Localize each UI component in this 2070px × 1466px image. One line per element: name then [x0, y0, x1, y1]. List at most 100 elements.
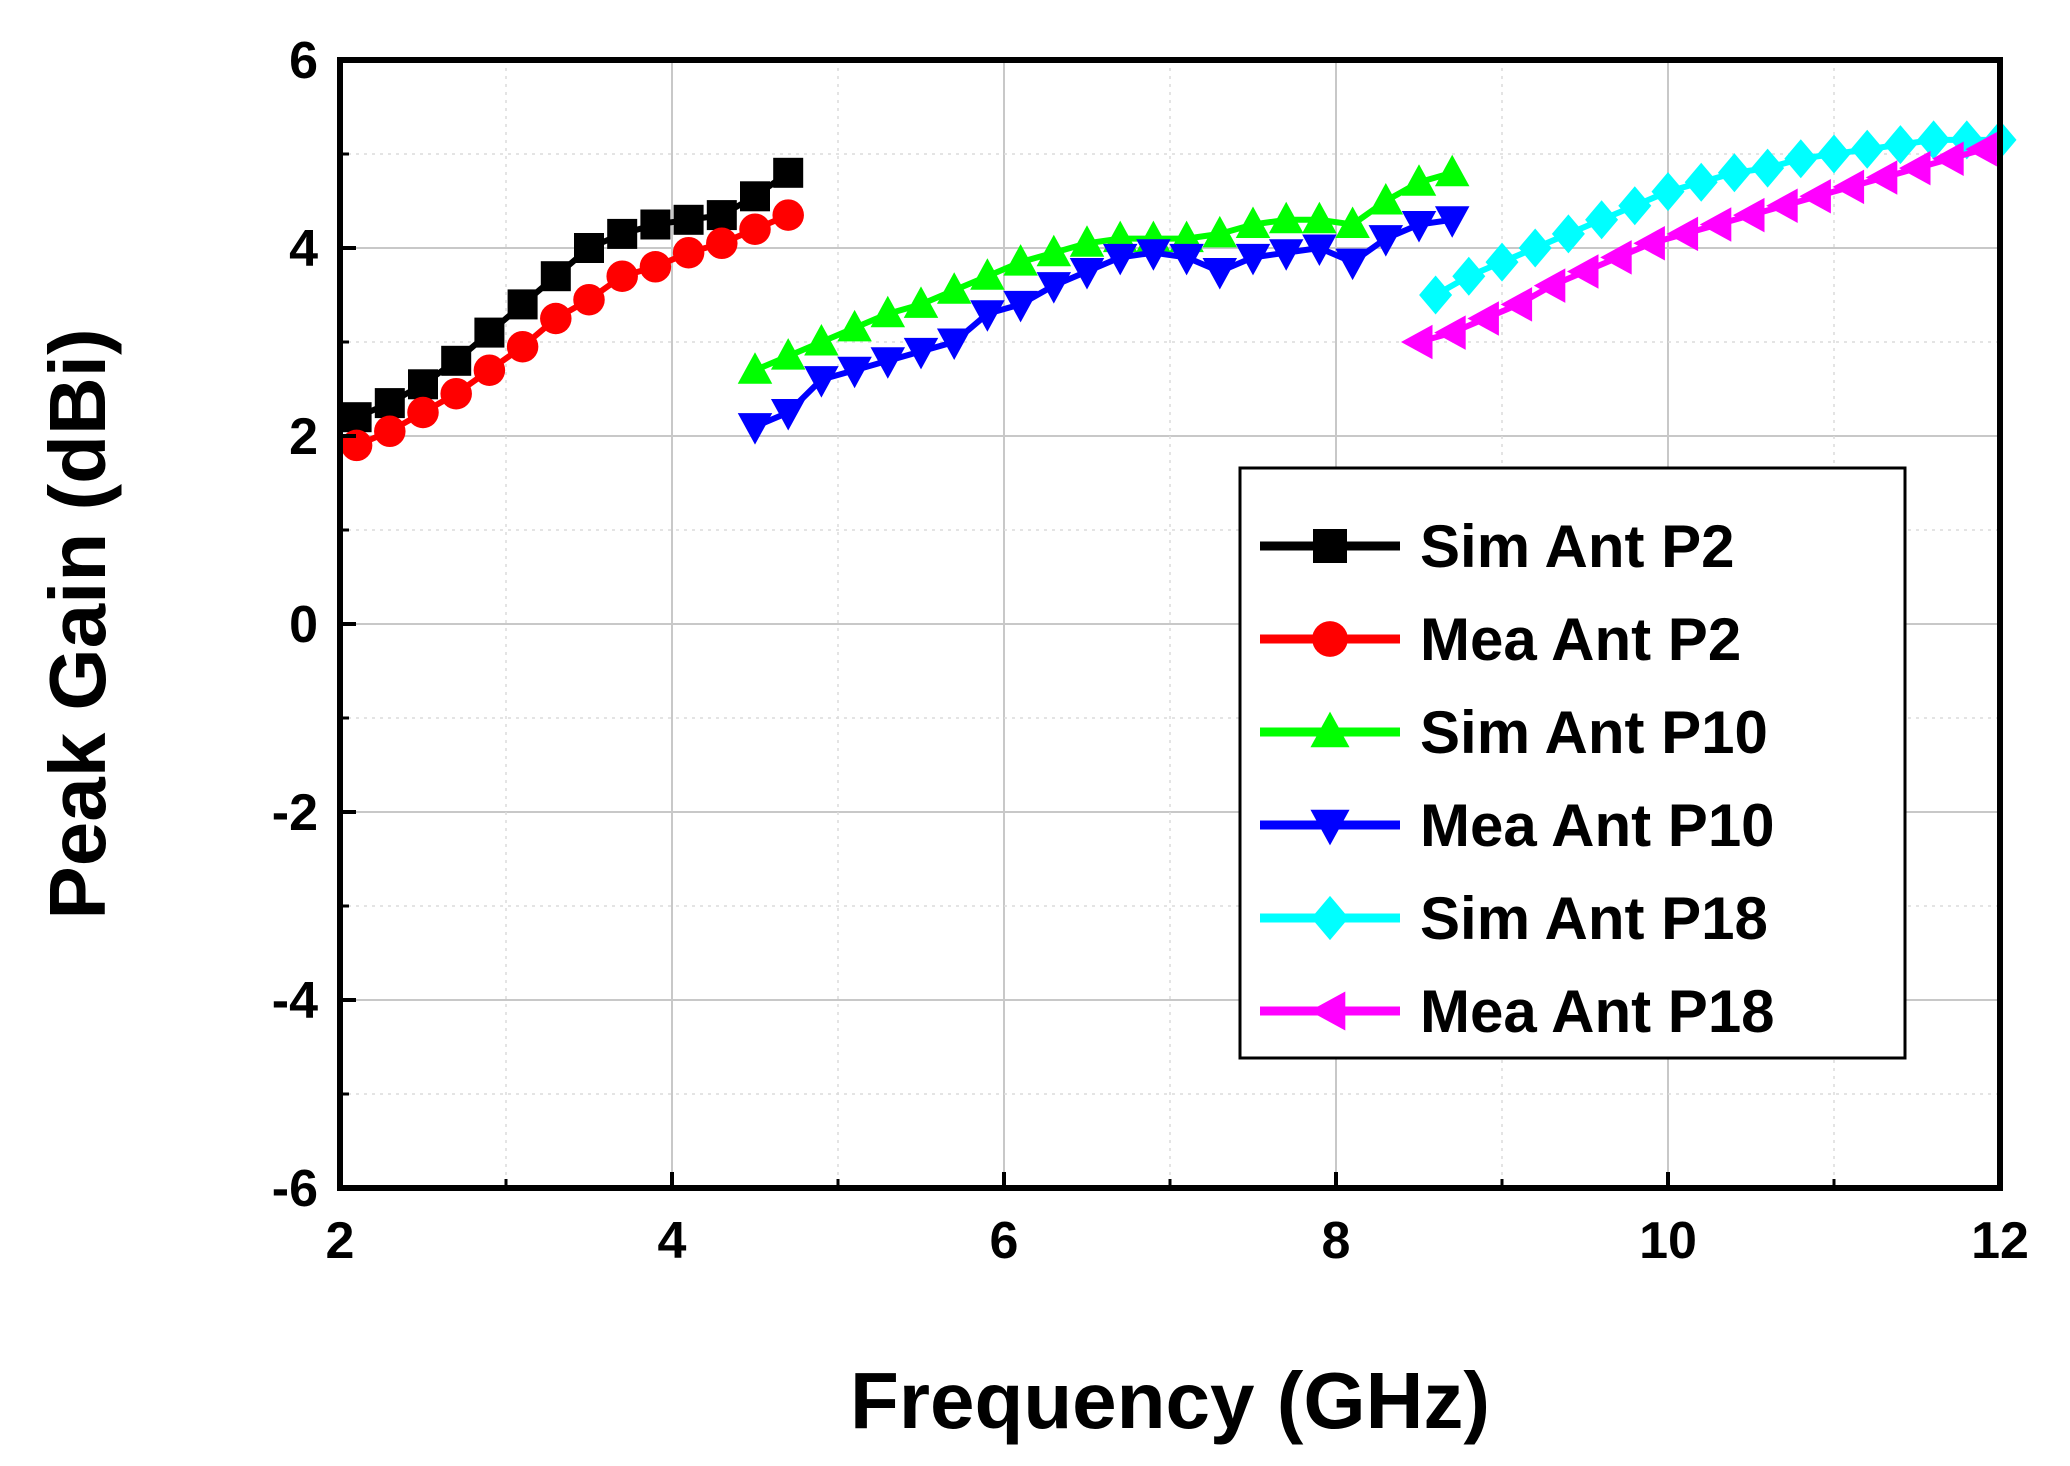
- data-point: [1036, 234, 1072, 267]
- data-point: [770, 338, 806, 370]
- y-tick-label: 6: [289, 32, 318, 90]
- data-point: [804, 324, 839, 356]
- data-point: [1335, 248, 1370, 281]
- legend-label: Mea Ant P18: [1420, 978, 1775, 1045]
- series-line: [753, 169, 1454, 373]
- data-point: [1684, 162, 1718, 202]
- data-point: [1651, 172, 1685, 212]
- x-tick-label: 4: [658, 1212, 687, 1270]
- data-point: [407, 396, 439, 429]
- data-point: [1202, 258, 1238, 290]
- data-point: [1751, 148, 1785, 188]
- data-point: [573, 283, 605, 316]
- legend-marker: [1310, 711, 1350, 748]
- data-point: [408, 369, 438, 400]
- data-point: [737, 352, 773, 384]
- data-point: [770, 399, 806, 431]
- data-point: [441, 345, 472, 376]
- legend: Sim Ant P2 Mea Ant P2 Sim Ant P10 Mea Ant P…: [1238, 466, 1907, 1060]
- data-point: [1850, 129, 1884, 169]
- legend-marker: [1310, 809, 1350, 846]
- data-point: [574, 233, 604, 263]
- data-point: [870, 347, 906, 379]
- data-point: [1202, 215, 1238, 248]
- data-point: [1784, 139, 1818, 179]
- y-tick-label: 2: [289, 408, 318, 466]
- data-point: [1102, 243, 1138, 276]
- y-tick-label: -6: [272, 1160, 318, 1218]
- data-point: [1618, 186, 1652, 226]
- data-point: [1917, 120, 1951, 160]
- data-point: [1766, 188, 1798, 223]
- data-point: [1036, 272, 1072, 304]
- x-tick-label: 2: [326, 1212, 355, 1270]
- data-point: [903, 337, 939, 370]
- data-point: [1302, 234, 1337, 266]
- legend-box: [1238, 466, 1907, 1060]
- data-point: [1717, 153, 1751, 193]
- data-point: [374, 415, 406, 448]
- series-mea-ant-p18: [1401, 132, 1997, 360]
- data-point: [1932, 141, 1964, 176]
- data-point: [837, 309, 872, 342]
- data-point: [1069, 258, 1105, 290]
- data-point: [1169, 243, 1204, 276]
- data-point: [1368, 225, 1404, 257]
- series-mea-ant-p2: [340, 199, 804, 462]
- data-point: [672, 236, 705, 269]
- data-point: [837, 356, 872, 389]
- data-point: [1633, 226, 1665, 261]
- data-point: [903, 286, 939, 318]
- data-point: [1235, 206, 1271, 238]
- y-tick-label: -2: [272, 784, 318, 842]
- data-point: [506, 330, 539, 363]
- data-point: [1268, 239, 1304, 271]
- data-point: [1401, 164, 1437, 196]
- data-point: [1434, 315, 1466, 350]
- data-point: [607, 218, 638, 249]
- x-tick-label: 10: [1639, 1212, 1697, 1270]
- grid: [340, 60, 2000, 1188]
- data-point: [1699, 207, 1732, 242]
- legend-item: Mea Ant P10: [1260, 792, 1775, 859]
- legend-label: Sim Ant P10: [1420, 699, 1768, 766]
- data-point: [706, 227, 738, 260]
- legend-item: Mea Ant P2: [1260, 606, 1741, 673]
- data-point: [1335, 206, 1370, 238]
- x-axis-title: Frequency (GHz): [850, 1356, 1490, 1445]
- data-point: [1733, 197, 1765, 233]
- data-point: [1832, 169, 1865, 205]
- data-point: [773, 157, 804, 188]
- legend-item: Mea Ant P18: [1260, 978, 1775, 1045]
- data-point: [1467, 301, 1499, 336]
- data-point: [1003, 244, 1038, 276]
- y-tick-label: 0: [289, 596, 318, 654]
- series-sim-ant-p10: [737, 154, 1470, 384]
- legend-marker: [1311, 895, 1349, 941]
- data-point: [1500, 287, 1533, 322]
- legend-marker: [1309, 991, 1346, 1031]
- data-point: [739, 213, 771, 245]
- data-point: [341, 402, 372, 433]
- legend-label: Sim Ant P18: [1420, 885, 1768, 952]
- data-point: [1268, 201, 1304, 234]
- data-point: [1235, 243, 1271, 276]
- legend-item: Sim Ant P18: [1260, 885, 1768, 952]
- data-point: [1883, 125, 1917, 165]
- data-point: [639, 251, 672, 283]
- y-tick-label: 4: [289, 220, 318, 278]
- x-tick-label: 8: [1322, 1212, 1351, 1270]
- data-point: [804, 366, 839, 398]
- data-point: [1452, 256, 1486, 296]
- data-point: [1401, 324, 1433, 360]
- data-point: [1551, 214, 1585, 254]
- data-point: [473, 354, 506, 386]
- legend-label: Mea Ant P10: [1420, 792, 1775, 859]
- data-point: [1533, 268, 1566, 303]
- data-point: [1368, 183, 1404, 215]
- data-point: [673, 204, 704, 235]
- data-point: [1567, 254, 1599, 289]
- series-mea-ant-p10: [737, 206, 1470, 445]
- data-point: [1401, 211, 1437, 243]
